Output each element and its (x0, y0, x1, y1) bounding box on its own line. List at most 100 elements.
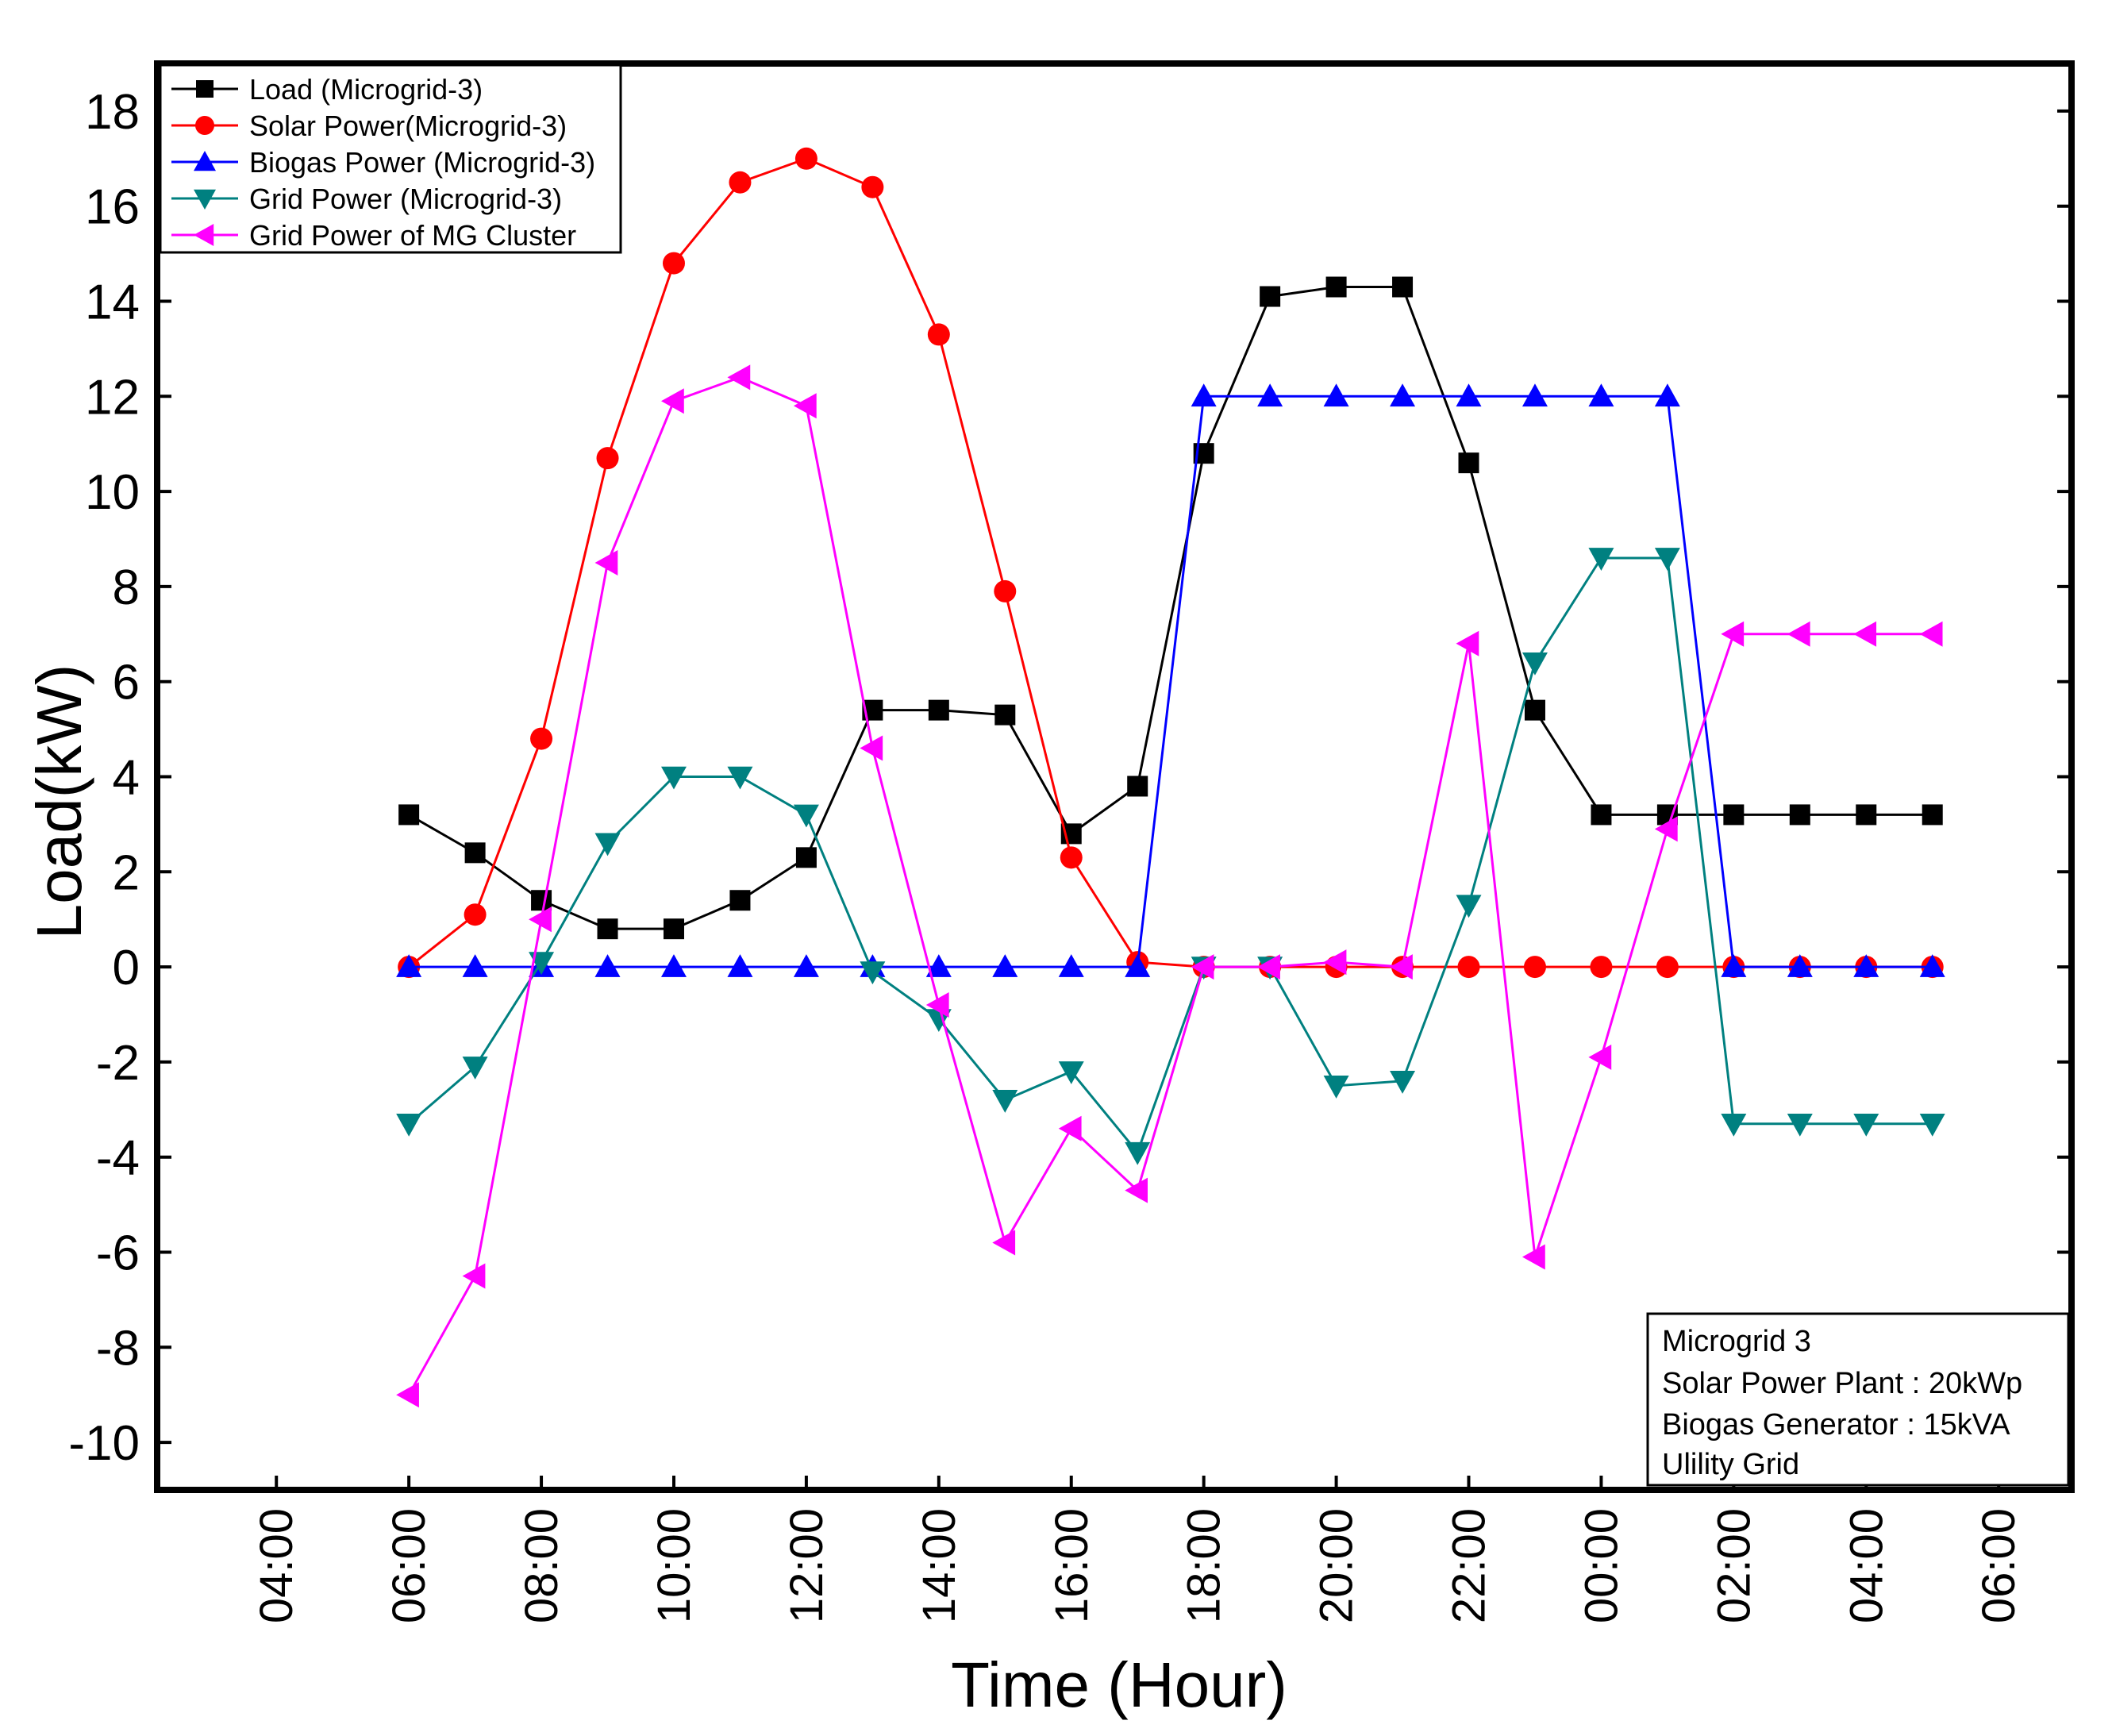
data-point (1723, 804, 1745, 826)
data-point (196, 80, 214, 98)
series-line (408, 286, 1933, 930)
y-tick-label: 2 (113, 845, 140, 900)
data-point (925, 954, 952, 977)
data-point (531, 890, 552, 911)
legend-label: Load (Microgrid-3) (249, 73, 483, 106)
x-tick-label: 20:00 (1311, 1508, 1363, 1623)
data-point (464, 842, 486, 864)
data-point (861, 175, 884, 198)
data-point (594, 833, 621, 856)
x-tick-label: 06:00 (1973, 1508, 2025, 1623)
data-point (662, 252, 685, 275)
data-point (597, 918, 618, 940)
x-tick-label: 10:00 (648, 1508, 700, 1623)
data-point (1922, 804, 1943, 826)
data-point (925, 992, 949, 1018)
data-point (994, 704, 1016, 726)
data-point (194, 189, 216, 210)
data-point (1856, 804, 1877, 826)
legend-box (159, 64, 622, 254)
data-point (1654, 548, 1680, 571)
data-point (1457, 956, 1480, 979)
data-point (194, 224, 214, 246)
data-point (663, 918, 684, 940)
data-point (194, 151, 216, 171)
data-point (1323, 949, 1347, 976)
data-point (462, 1263, 486, 1289)
series-3 (396, 383, 1945, 977)
data-point (1588, 383, 1614, 407)
data-point (660, 954, 687, 977)
series-layer (396, 147, 1945, 1408)
x-tick-label: 06:00 (383, 1508, 435, 1623)
y-tick-label: -10 (68, 1416, 140, 1471)
data-point (1125, 1177, 1148, 1203)
data-point (462, 954, 488, 977)
x-tick-label: 16:00 (1046, 1508, 1098, 1623)
data-point (398, 804, 420, 826)
info-box-frame (1646, 1312, 2070, 1487)
y-tick-label: 12 (85, 370, 140, 425)
data-point (727, 766, 753, 790)
data-point (1260, 286, 1281, 307)
x-tick-label: 08:00 (516, 1508, 567, 1623)
data-point (1588, 1044, 1612, 1070)
data-point (1853, 1113, 1879, 1137)
data-point (1058, 1061, 1084, 1084)
data-point (927, 323, 950, 346)
data-point (462, 1057, 488, 1080)
info-box: Microgrid 3 Solar Power Plant : 20kWp Bi… (1646, 1312, 2070, 1487)
data-point (1257, 383, 1283, 407)
y-tick-label: -2 (96, 1036, 140, 1091)
y-tick-label: 18 (85, 85, 140, 140)
data-point (1191, 383, 1217, 407)
data-point (1058, 954, 1084, 977)
data-point (529, 906, 552, 933)
x-tick-label: 14:00 (914, 1508, 965, 1623)
data-point (1060, 846, 1083, 869)
data-point (1919, 1113, 1945, 1137)
data-point (396, 1382, 419, 1408)
data-point (1590, 956, 1613, 979)
data-point (1721, 1113, 1747, 1137)
x-tick-label: 12:00 (781, 1508, 833, 1623)
data-point (1656, 956, 1679, 979)
data-point (1456, 630, 1479, 656)
data-point (1058, 1115, 1082, 1141)
y-tick-label: 8 (113, 560, 140, 615)
y-tick-label: -4 (96, 1131, 140, 1186)
series-line (408, 556, 1933, 1155)
data-point (1392, 276, 1414, 298)
data-point (1787, 1113, 1813, 1137)
y-tick-label: 6 (113, 656, 140, 710)
data-point (660, 388, 684, 414)
data-point (1524, 699, 1545, 721)
data-point (1721, 954, 1747, 977)
x-tick-label: 04:00 (251, 1508, 302, 1623)
data-point (1456, 383, 1482, 407)
data-point (1787, 954, 1813, 977)
data-point (992, 1230, 1016, 1256)
x-tick-label: 04:00 (1841, 1508, 1892, 1623)
data-point (1390, 1071, 1416, 1094)
data-point (596, 447, 619, 470)
data-point (793, 804, 819, 828)
data-point (992, 954, 1018, 977)
data-point (594, 954, 621, 977)
data-point (1390, 383, 1416, 407)
data-point (660, 766, 687, 790)
data-point (1127, 776, 1148, 797)
x-tick-label: 22:00 (1444, 1508, 1495, 1623)
series-5 (396, 364, 1943, 1408)
data-point (594, 549, 618, 575)
x-tick-label: 00:00 (1575, 1508, 1627, 1623)
data-point (396, 1113, 422, 1137)
data-point (1853, 621, 1877, 647)
data-point (1521, 383, 1548, 407)
x-axis-title: Time (Hour) (951, 1649, 1287, 1720)
data-point (794, 147, 817, 170)
y-axis-ticks: 18 16 14 12 10 8 6 4 2 0 -2 -4 -6 -8 -10 (68, 85, 2072, 1471)
y-tick-label: 14 (85, 275, 140, 330)
series-1 (398, 276, 1943, 940)
data-point (1523, 956, 1546, 979)
